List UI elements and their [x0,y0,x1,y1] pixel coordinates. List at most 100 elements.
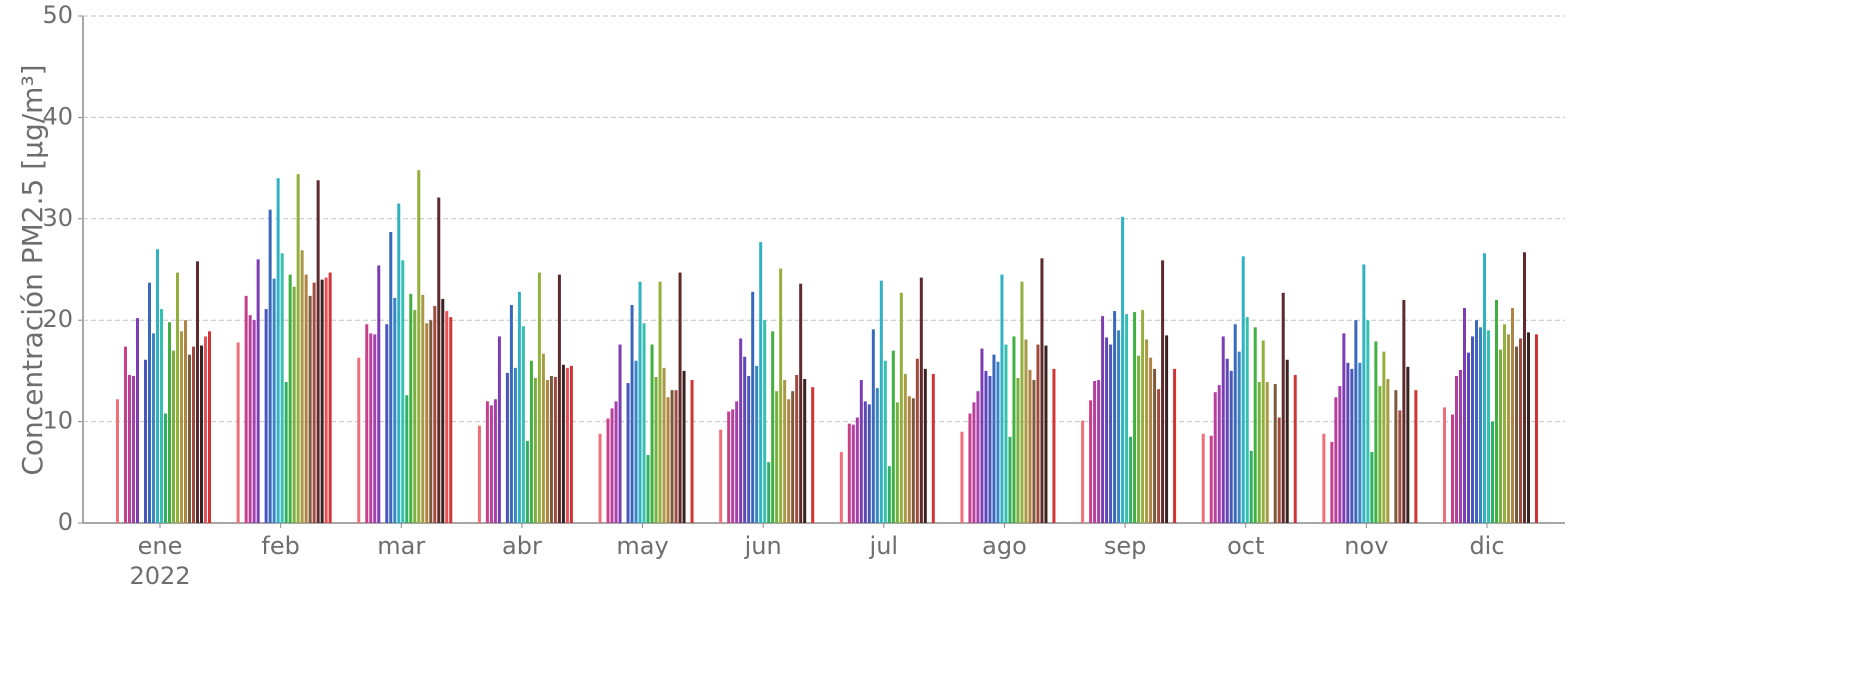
bar [634,360,638,523]
bar [626,383,630,523]
bar [537,272,541,523]
bar [1249,451,1253,523]
bar [763,320,767,523]
bar [1354,320,1358,523]
bar [393,297,397,523]
bar [755,365,759,523]
bar [1455,375,1458,523]
bar [678,272,682,523]
bar [960,431,964,523]
bar [1161,260,1165,523]
bar [1081,420,1085,523]
bar [1346,362,1350,523]
bar [184,320,187,523]
bar [670,390,674,523]
bar [883,360,887,523]
x-tick-label: may [616,532,668,560]
bar [719,429,723,523]
bar [553,376,557,523]
bar [1253,327,1257,523]
bar [1153,368,1157,523]
bar [1398,410,1402,523]
bar [931,373,935,523]
bar [1097,380,1101,523]
x-year-label: 2022 [129,562,190,590]
bar [1141,310,1145,523]
bar [899,292,903,523]
bar [919,277,923,523]
bar [188,354,191,523]
bar [136,318,139,523]
bar [449,317,453,523]
bar [1209,435,1213,523]
bar [1261,340,1265,523]
bar [907,396,911,523]
bar [1245,317,1249,523]
bar [1443,407,1446,523]
bar [1402,299,1406,523]
bar [1322,433,1326,523]
bar [272,278,276,523]
bar [851,424,855,523]
bar [529,360,533,523]
y-axis-label: Concentración PM2.5 [μg/m³] [16,64,49,475]
bar [300,250,304,523]
x-tick-label: jul [869,532,899,560]
bar [1101,316,1105,523]
bar [1523,252,1526,523]
y-tick-label: 40 [42,102,73,130]
bar [1338,386,1342,523]
bar [308,295,312,523]
bar [316,180,320,523]
bar [1117,330,1121,523]
bar [1342,333,1346,523]
bar [208,331,211,523]
bar [1358,362,1362,523]
bar [674,390,678,523]
bar [152,333,155,523]
bar [1499,349,1502,523]
bar [429,320,433,523]
bar [477,425,481,523]
bar [662,367,666,523]
bar [172,350,175,523]
bar [204,336,207,523]
bar [244,295,248,523]
bar [557,274,561,523]
bar [549,375,553,523]
bar [646,455,650,523]
bar [192,346,195,523]
bar [1165,335,1169,523]
bar [292,286,296,523]
bar [610,408,614,523]
bar [799,283,803,523]
bar [1040,258,1044,523]
bar [887,466,891,523]
bar [252,320,256,523]
bar [1032,380,1036,523]
bar [650,344,654,523]
bar [859,380,863,523]
bar [1503,324,1506,523]
bar [1483,253,1486,523]
bar [759,242,763,523]
bar [1229,370,1233,523]
bar [489,405,493,523]
bar [284,382,288,523]
bar [288,274,292,523]
bar [533,377,537,523]
bar [296,174,300,523]
bar [493,399,497,523]
bar [879,280,883,523]
bar [320,279,324,523]
bar [485,401,489,523]
bar [1362,264,1366,523]
bar [256,259,260,523]
bar [1463,308,1466,523]
bar [1293,374,1297,523]
bar [1137,355,1141,523]
bar [276,178,280,524]
bar [433,306,437,523]
bar [1350,368,1354,523]
